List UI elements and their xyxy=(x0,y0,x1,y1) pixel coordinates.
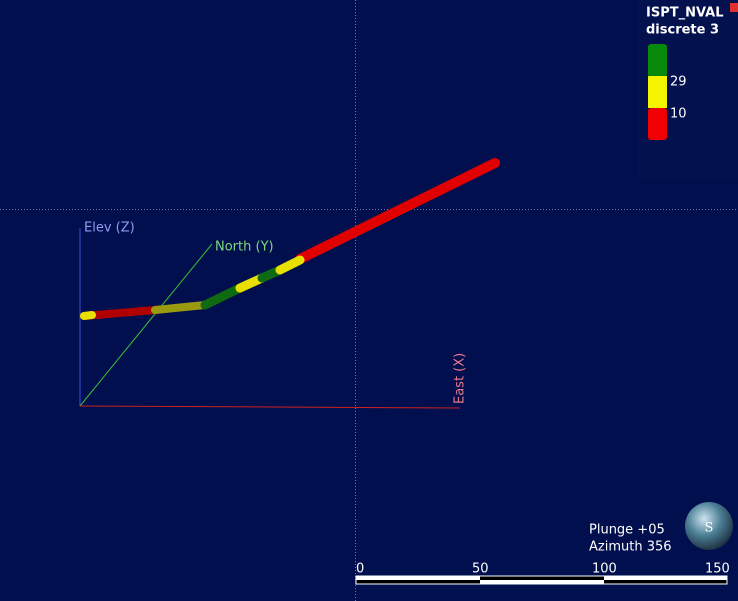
compass-sphere[interactable] xyxy=(685,502,733,550)
trace-segment xyxy=(275,255,305,275)
legend-swatch xyxy=(648,108,667,140)
scale-bar-segment xyxy=(604,576,727,580)
scale-bar-segment xyxy=(480,580,604,584)
legend-label: 10 xyxy=(670,107,687,122)
scale-bar-segment xyxy=(356,576,480,580)
legend-swatch xyxy=(648,76,667,108)
axis-label-z: Elev (Z) xyxy=(84,221,135,236)
legend-swatch xyxy=(648,44,667,77)
scale-label: 150 xyxy=(705,562,730,577)
scale-label: 0 xyxy=(356,562,364,577)
close-button[interactable] xyxy=(730,3,738,12)
legend-label: 29 xyxy=(670,75,687,90)
plunge-label: Plunge +05 xyxy=(589,523,665,538)
trace-segment xyxy=(80,311,96,320)
drill-trace xyxy=(80,158,500,320)
trace-segment xyxy=(295,158,500,264)
compass-letter: S xyxy=(705,521,714,536)
scale-label: 100 xyxy=(592,562,617,577)
trace-segment xyxy=(200,283,245,310)
scale-label: 50 xyxy=(472,562,489,577)
axis-y xyxy=(79,243,213,407)
axis-x xyxy=(79,405,461,409)
azimuth-label: Azimuth 356 xyxy=(589,540,672,555)
legend-subtitle: discrete 3 xyxy=(646,23,719,38)
axis-label-x: East (X) xyxy=(453,353,468,404)
legend-title: ISPT_NVAL xyxy=(646,6,724,21)
axis-label-y: North (Y) xyxy=(215,240,274,255)
trace-segment xyxy=(151,301,209,314)
